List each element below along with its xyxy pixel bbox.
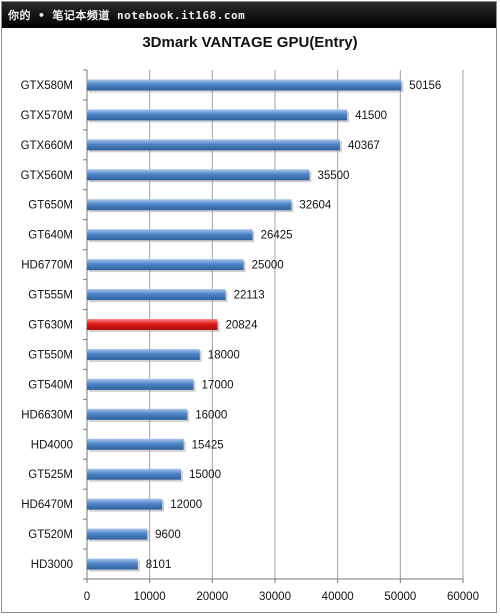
bar — [87, 468, 181, 480]
category-label: HD6630M — [21, 409, 73, 421]
category-label: HD4000 — [31, 439, 73, 451]
category-label: GT640M — [28, 230, 73, 242]
value-label: 12000 — [170, 499, 202, 511]
category-label: GT555M — [28, 290, 73, 302]
value-label: 35500 — [317, 170, 349, 182]
chart-title: 3Dmark VANTAGE GPU(Entry) — [142, 34, 357, 51]
value-label: 25000 — [252, 260, 284, 272]
bar — [87, 528, 148, 540]
x-tick-label: 50000 — [384, 591, 416, 603]
x-tick-label: 30000 — [259, 591, 291, 603]
value-label: 16000 — [195, 409, 227, 421]
bar — [87, 109, 348, 121]
bar — [87, 229, 253, 241]
value-label: 18000 — [208, 349, 240, 361]
value-label: 22113 — [234, 290, 265, 302]
x-tick-label: 0 — [84, 591, 90, 603]
value-label: 40367 — [348, 140, 380, 152]
bar — [87, 199, 292, 211]
category-label: HD6470M — [21, 499, 73, 511]
bar — [87, 348, 200, 360]
value-label: 15425 — [192, 439, 224, 451]
bar — [87, 79, 402, 91]
value-label: 26425 — [261, 230, 293, 242]
x-tick-label: 10000 — [134, 591, 166, 603]
category-label: HD3000 — [31, 559, 73, 571]
bar — [87, 498, 163, 510]
category-label: GT630M — [28, 320, 73, 332]
bar — [87, 378, 194, 390]
x-tick-label: 40000 — [322, 591, 354, 603]
bar — [87, 438, 184, 450]
x-tick-label: 60000 — [447, 591, 479, 603]
watermark-text: 你的 • 笔记本频道 notebook.it168.com — [8, 9, 246, 22]
bar — [87, 408, 188, 420]
watermark-banner: 你的 • 笔记本频道 notebook.it168.com — [2, 2, 496, 28]
bar — [87, 139, 340, 151]
value-label: 41500 — [355, 110, 387, 122]
category-label: HD6770M — [21, 260, 73, 272]
category-labels: GTX580M GTX570M GTX660M GTX560M GT650M GT640M… — [21, 80, 73, 571]
bar — [87, 259, 244, 271]
category-label: GTX570M — [21, 110, 73, 122]
value-label: 50156 — [409, 80, 441, 92]
value-label: 8101 — [146, 559, 172, 571]
category-label: GTX660M — [21, 140, 73, 152]
category-label: GT540M — [28, 379, 73, 391]
bar — [87, 558, 138, 570]
value-label: 32604 — [299, 200, 332, 212]
gridlines — [149, 70, 464, 579]
bar — [87, 319, 218, 330]
category-label: GT520M — [28, 529, 73, 541]
value-label: 17000 — [202, 379, 234, 391]
category-label: GT650M — [28, 200, 73, 212]
category-label: GTX580M — [21, 80, 73, 92]
value-label: 9600 — [155, 529, 181, 541]
x-tick-label: 20000 — [196, 591, 228, 603]
category-label: GT550M — [28, 349, 73, 361]
category-label: GTX560M — [21, 170, 73, 182]
value-label: 20824 — [225, 320, 258, 332]
value-labels: 50156 41500 40367 35500 32604 26425 25000 22113… — [146, 80, 442, 571]
bar — [87, 289, 226, 301]
category-label: GT525M — [28, 469, 73, 481]
bar — [87, 169, 310, 181]
bars-group — [87, 79, 404, 572]
x-tick-labels: 0 10000 20000 30000 40000 50000 60000 — [84, 591, 479, 603]
value-label: 15000 — [189, 469, 221, 481]
